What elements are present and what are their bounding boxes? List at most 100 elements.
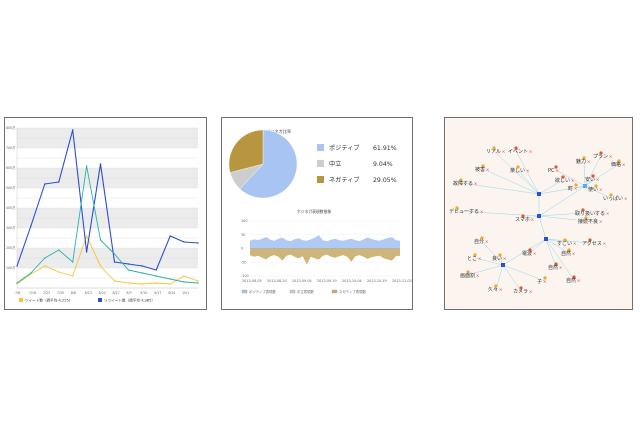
data-point — [169, 235, 171, 237]
data-point — [30, 225, 32, 227]
network-edge — [460, 182, 540, 195]
network-node-dot — [588, 238, 592, 242]
x-tick-label: 9/24 — [168, 291, 175, 295]
x-tick-label: 8/27 — [112, 291, 119, 295]
pie-legend-label: ネガティブ — [329, 176, 360, 184]
legend-swatch-retweets[interactable] — [98, 298, 102, 302]
network-node-label: リアル× — [486, 149, 505, 155]
network-node-dot — [554, 262, 558, 266]
network-node-label: 子× — [537, 278, 546, 285]
network-edge — [538, 179, 564, 195]
network-node-label: 欲しい× — [555, 177, 574, 184]
network-node-close: × — [478, 256, 482, 261]
network-node-close: × — [572, 251, 576, 256]
network-node-label: 故障する× — [453, 180, 477, 187]
network-node-dot — [498, 253, 502, 257]
network-node-close: × — [603, 241, 607, 246]
network-node-close: × — [624, 196, 628, 201]
y-tick-label: 200万 — [6, 246, 15, 250]
x-tick-label: 8/13 — [85, 291, 92, 295]
network-node-dot — [480, 236, 484, 240]
sentiment-charts: ポジネガ比率 ポジティブ 61.91% 中立 9.04% ネガティブ 29.05% ポジネ… — [228, 128, 412, 294]
network-node-close: × — [571, 178, 575, 183]
network-node-label: 電波× — [522, 250, 536, 257]
network-node-dot — [519, 286, 523, 290]
network-node-dot — [514, 146, 518, 150]
area-legend-swatch-negative[interactable] — [331, 289, 338, 294]
network-node-close: × — [474, 181, 478, 186]
network-node-label: 自分× — [474, 238, 488, 245]
data-point — [71, 129, 74, 131]
network-node-label: 自然× — [548, 264, 562, 271]
negative-area — [250, 248, 400, 265]
network-edge — [545, 238, 570, 254]
line-chart-panel: 800万 700万 600万 500万 400万 300万 200万 100万 7/8 7/16… — [4, 117, 207, 310]
data-point — [113, 280, 116, 282]
network-node-label: 自然× — [566, 277, 580, 284]
y-tick-label: 400万 — [6, 206, 15, 210]
y-tick-label: 600万 — [6, 166, 15, 170]
network-node-dot — [581, 208, 585, 212]
network-edge — [545, 238, 566, 244]
network-node-label: とこ× — [467, 256, 481, 262]
network-edge — [545, 238, 575, 281]
network-node-label: いっぱい× — [603, 195, 627, 202]
data-point — [16, 265, 18, 267]
data-point — [197, 280, 199, 282]
network-node-dot — [591, 174, 595, 178]
network-node-close: × — [526, 168, 530, 173]
network-node-label: 取り扱いする× — [575, 210, 609, 217]
network-hub-node — [537, 214, 541, 218]
network-hub-node — [583, 184, 587, 188]
data-point — [141, 283, 144, 285]
network-edge — [529, 238, 547, 254]
x-tick-label: 7/30 — [57, 291, 64, 295]
data-point — [169, 278, 171, 280]
network-node-dot — [455, 206, 459, 210]
x-tick-label: 10/1 — [182, 291, 189, 295]
data-point — [197, 282, 199, 284]
area-legend-label-negative: ネガティブ表現数 — [339, 289, 367, 294]
pie-title: ポジネガ比率 — [266, 128, 291, 135]
legend-label-tweets: ツイート数（週平均 4,225） — [25, 298, 72, 303]
network-hub-node — [537, 192, 541, 196]
network-edge — [538, 185, 586, 195]
sentiment-panel: ポジネガ比率 ポジティブ 61.91% 中立 9.04% ネガティブ 29.05% ポジネ… — [221, 117, 413, 310]
area-legend-swatch-positive[interactable] — [241, 289, 248, 294]
x-tick-label: 9/17 — [154, 291, 161, 295]
network-node-close: × — [559, 265, 563, 270]
data-point — [155, 269, 157, 271]
area-y-tick: -100 — [241, 274, 249, 278]
network-edge — [482, 168, 540, 195]
legend-label-retweets: リツイート数（週平均 4,385） — [104, 298, 155, 303]
data-point — [155, 282, 157, 284]
network-node-label: イベント× — [508, 149, 532, 155]
data-point — [99, 239, 102, 241]
area-x-tick: 2013-08-05 — [242, 279, 262, 283]
area-x-tick: 2013-09-04 — [292, 279, 312, 283]
network-edge — [545, 238, 557, 268]
pie-legend-label: ポジティブ — [329, 144, 360, 152]
network-edge — [467, 264, 504, 276]
data-point — [44, 183, 46, 185]
network-node-label: 自然× — [561, 250, 575, 257]
network-edge — [538, 185, 586, 217]
network-edge — [538, 215, 547, 240]
network-node-label: 安い× — [585, 176, 599, 183]
network-node-dot — [594, 184, 598, 188]
legend-swatch-tweets[interactable] — [19, 298, 23, 302]
x-tick-label: 9/3 — [126, 291, 131, 295]
network-edge — [474, 257, 504, 266]
data-point — [127, 282, 130, 284]
area-legend-swatch-neutral[interactable] — [289, 289, 296, 294]
network-node-label: 町× — [568, 186, 577, 192]
network-edge — [584, 185, 612, 199]
network-node-close: × — [529, 149, 533, 154]
network-node-dot — [459, 178, 463, 182]
y-tick-label: 800万 — [6, 126, 15, 130]
x-tick-label: 7/8 — [15, 291, 20, 295]
network-node-dot — [521, 214, 525, 218]
data-point — [141, 265, 144, 267]
area-y-tick: 0 — [241, 247, 243, 251]
x-tick-label: 9/10 — [140, 291, 147, 295]
